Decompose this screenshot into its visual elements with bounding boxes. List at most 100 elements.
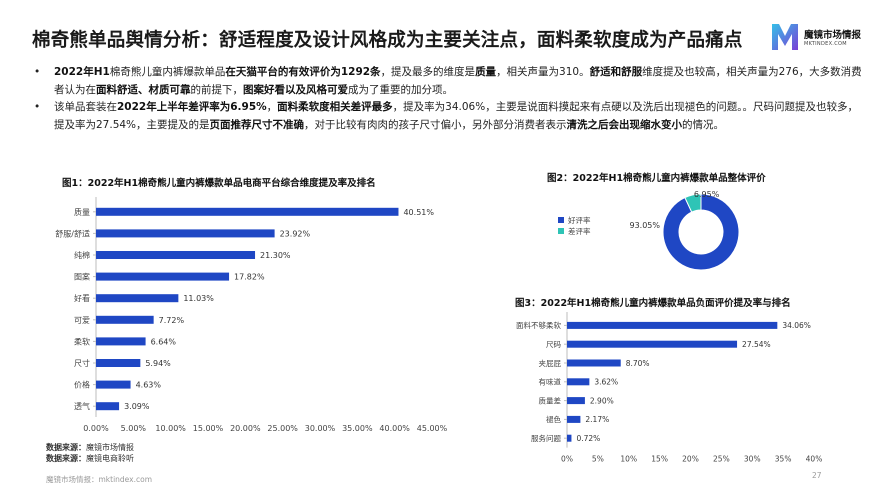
bar-value-label: 0.72%: [576, 434, 600, 443]
bar: [567, 340, 738, 348]
bar-value-label: 5.94%: [145, 359, 171, 368]
category-label: 服务问题: [531, 433, 561, 443]
chart2-title: 图2：2022年H1棉奇熊儿童内裤爆款单品整体评价: [547, 173, 766, 184]
bar-value-label: 8.70%: [626, 359, 650, 368]
category-label: 质量差: [539, 395, 562, 405]
x-tick-label: 25.00%: [267, 424, 298, 433]
bar: [96, 272, 230, 281]
x-tick-label: 20%: [682, 455, 699, 464]
bar-value-label: 2.17%: [585, 415, 609, 424]
x-tick-label: 5%: [592, 455, 604, 464]
bullet-text-1: 2022年H1棉奇熊儿童内裤爆款单品在天猫平台的有效评价为1292条，提及最多的…: [54, 64, 864, 99]
source-label-1: 数据来源：: [46, 443, 86, 452]
legend-label: 好评率: [568, 215, 591, 225]
data-source: 数据来源：魔镜市场情报 数据来源：魔镜电商聆听: [46, 442, 134, 464]
x-tick-label: 20.00%: [230, 424, 261, 433]
bullet-emphasis: 图案好看以及风格可爱: [243, 83, 348, 96]
category-label: 好看: [74, 293, 90, 303]
x-tick-label: 10%: [620, 455, 637, 464]
x-tick-label: 15.00%: [193, 424, 224, 433]
category-label: 纯棉: [74, 250, 90, 260]
bar: [96, 294, 179, 303]
bullet-segment: ，相关声量为310。: [496, 66, 590, 78]
bullet-emphasis: 2022年H1: [54, 66, 110, 78]
category-label: 尺码: [546, 340, 561, 349]
bar: [96, 251, 256, 259]
bullet-text-2: 该单品套装在2022年上半年差评率为6.95%，面料柔软度相关差评最多，提及率为…: [54, 99, 864, 134]
slice-value-label: 6.95%: [694, 190, 720, 199]
bullet-segment: ，对于比较有肉肉的孩子尺寸偏小，另外部分消费者表示: [304, 118, 567, 131]
bullet-segment: ，提及最多的维度是: [380, 66, 476, 78]
logo-subtext: MKTINDEX.COM: [804, 41, 847, 47]
x-tick-label: 10.00%: [155, 424, 186, 433]
bullet-emphasis: 面料舒适、材质可靠: [96, 83, 191, 96]
chart3-bar-chart: 面料不够柔软 34.06% 尺码 27.54% 夹屁屁 8.70% 有味道 3.62% 质量差 2…: [516, 312, 823, 464]
chart1-title: 图1：2022年H1棉奇熊儿童内裤爆款单品电商平台综合维度提及率及排名: [62, 178, 376, 189]
bullet-emphasis: 在天猫平台的有效评价为1292条: [225, 66, 381, 78]
source-value-2: 魔镜电商聆听: [86, 454, 134, 463]
page-number: 27: [812, 471, 822, 480]
x-tick-label: 0%: [561, 455, 573, 464]
bullet-segment: ，: [266, 101, 278, 113]
bar: [567, 359, 621, 367]
bullet-item: • 该单品套装在2022年上半年差评率为6.95%，面料柔软度相关差评最多，提及…: [26, 99, 864, 134]
bar-value-label: 27.54%: [742, 340, 771, 349]
x-tick-label: 35%: [775, 455, 792, 464]
bullet-emphasis: 页面推荐尺寸不准确: [209, 118, 305, 131]
bar-value-label: 34.06%: [782, 321, 811, 330]
category-label: 有味道: [539, 377, 562, 387]
category-label: 尺寸: [74, 358, 90, 368]
bullet-segment: ，提及率为34.06%，主要是说面料摸起来有点硬以及洗后出现褪色的问题。。尺码问…: [54, 101, 858, 131]
x-tick-label: 40%: [806, 455, 823, 464]
bullet-emphasis: 2022年上半年差评率为6.95%: [117, 101, 267, 113]
x-tick-label: 30.00%: [305, 424, 336, 433]
bullet-emphasis: 面料柔软度相关差评最多: [277, 101, 393, 113]
x-tick-label: 40.00%: [379, 424, 410, 433]
legend-swatch: [558, 228, 564, 234]
bar-value-label: 21.30%: [260, 251, 291, 260]
bar: [567, 434, 572, 442]
x-tick-label: 45.00%: [417, 424, 448, 433]
category-label: 价格: [74, 380, 90, 390]
bullet-emphasis: 舒适和舒服: [589, 66, 643, 78]
bullet-segment: 成为了重要的加分项。: [348, 83, 453, 96]
bullet-emphasis: 清洗之后会出现缩水变小: [566, 118, 683, 131]
category-label: 透气: [74, 401, 90, 411]
bar: [96, 315, 154, 324]
logo-text: 魔镜市场情报: [804, 30, 862, 41]
category-label: 柔软: [74, 336, 90, 346]
category-label: 可爱: [74, 316, 90, 325]
bar-value-label: 4.63%: [136, 381, 162, 390]
bar-value-label: 2.90%: [590, 396, 614, 405]
bar: [567, 415, 581, 423]
bar-value-label: 7.72%: [159, 316, 185, 325]
category-label: 质量: [74, 207, 90, 217]
bar: [567, 321, 778, 329]
bullet-segment: 的前提下，: [190, 83, 244, 96]
source-label-2: 数据来源：: [46, 454, 86, 463]
bar: [96, 359, 141, 367]
source-value-1: 魔镜市场情报: [86, 443, 134, 452]
bullet-segment: 维度提及也较高，相关声量为276，大多数消费者认为在: [54, 66, 862, 96]
footer-text: 魔镜市场情报：mktindex.com: [46, 475, 153, 484]
donut-slice: [684, 193, 702, 213]
bar: [567, 378, 590, 386]
x-tick-label: 0.00%: [83, 424, 109, 433]
bar-value-label: 23.92%: [280, 229, 311, 238]
bar: [96, 337, 146, 346]
bar-value-label: 6.64%: [151, 337, 177, 346]
page-title: 棉奇熊单品舆情分析：舒适程度及设计风格成为主要关注点，面料柔软度成为产品痛点: [32, 30, 743, 51]
category-label: 褪色: [546, 414, 561, 424]
legend-label: 差评率: [568, 226, 591, 236]
bar: [96, 207, 399, 216]
bullet-dot: •: [34, 101, 41, 113]
bullet-item: • 2022年H1棉奇熊儿童内裤爆款单品在天猫平台的有效评价为1292条，提及最…: [26, 64, 864, 99]
bullet-dot: •: [34, 66, 41, 78]
chart1-bar-chart: 质量 40.51% 舒服/舒适 23.92% 纯棉 21.30% 图案 17.82% 好看 11.…: [55, 197, 448, 433]
category-label: 舒服/舒适: [55, 228, 90, 238]
legend-swatch: [558, 217, 564, 223]
brand-logo: 魔镜市场情报 MKTINDEX.COM: [770, 18, 880, 58]
bar-value-label: 11.03%: [183, 294, 214, 303]
donut-slice: [662, 193, 740, 271]
bar: [96, 229, 275, 238]
